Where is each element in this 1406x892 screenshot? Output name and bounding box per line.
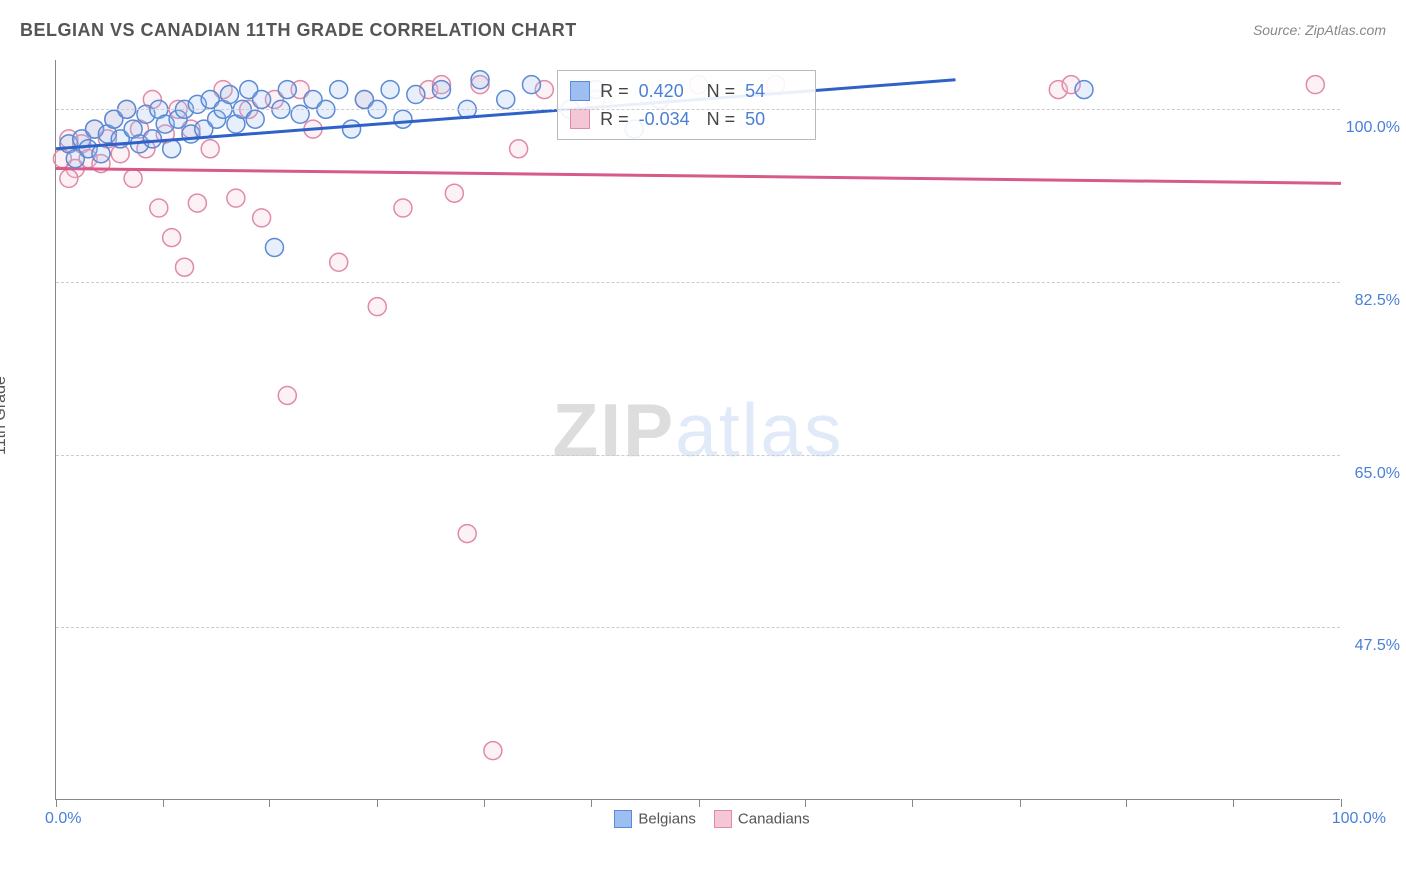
belgians-point	[330, 81, 348, 99]
canadians-point	[150, 199, 168, 217]
canadians-point	[188, 194, 206, 212]
canadians-point	[394, 199, 412, 217]
gridline	[56, 455, 1340, 456]
corr-legend-row-belgians: R = 0.420 N = 54	[570, 77, 803, 105]
x-tick	[591, 799, 592, 807]
belgians-point	[433, 81, 451, 99]
scatter-svg	[56, 60, 1340, 799]
canadians-point	[176, 258, 194, 276]
x-tick	[1233, 799, 1234, 807]
belgians-point	[407, 86, 425, 104]
canadians-point	[253, 209, 271, 227]
x-tick	[484, 799, 485, 807]
belgians-point	[291, 105, 309, 123]
x-tick	[1341, 799, 1342, 807]
correlation-legend: R =0.420N =54R =-0.034N =50	[557, 70, 816, 140]
canadians-legend-label: Canadians	[738, 811, 810, 828]
r-value: 0.420	[639, 77, 697, 105]
belgians-point	[1075, 81, 1093, 99]
plot-area: ZIPatlas R =0.420N =54R =-0.034N =50 47.…	[55, 60, 1340, 800]
chart-title: BELGIAN VS CANADIAN 11TH GRADE CORRELATI…	[20, 20, 577, 40]
belgians-point	[394, 110, 412, 128]
x-tick	[1126, 799, 1127, 807]
canadians-point	[445, 184, 463, 202]
belgians-swatch-icon	[570, 81, 590, 101]
bottom-legend: Belgians Canadians	[0, 810, 1406, 828]
belgians-point	[92, 145, 110, 163]
belgians-point	[163, 140, 181, 158]
canadians-point	[484, 742, 502, 760]
n-label: N =	[707, 77, 736, 105]
canadians-point	[368, 298, 386, 316]
belgians-point	[343, 120, 361, 138]
canadians-point	[278, 386, 296, 404]
belgians-point	[381, 81, 399, 99]
n-value: 54	[745, 77, 803, 105]
canadians-point	[201, 140, 219, 158]
belgians-point	[265, 238, 283, 256]
source-label: Source: ZipAtlas.com	[1253, 22, 1386, 38]
canadians-point	[163, 229, 181, 247]
belgians-point	[278, 81, 296, 99]
canadians-legend-swatch-icon	[714, 810, 732, 828]
belgians-point	[522, 76, 540, 94]
canadians-point	[227, 189, 245, 207]
belgians-point	[143, 130, 161, 148]
canadians-point	[458, 525, 476, 543]
y-axis-label: 11th Grade	[0, 376, 10, 455]
canadians-swatch-icon	[570, 109, 590, 129]
y-tick-label: 100.0%	[1346, 119, 1400, 137]
y-tick-label: 47.5%	[1355, 637, 1400, 655]
canadians-trendline	[56, 169, 1341, 184]
gridline	[56, 282, 1340, 283]
canadians-point	[1306, 76, 1324, 94]
y-tick-label: 65.0%	[1355, 465, 1400, 483]
x-tick	[805, 799, 806, 807]
x-tick	[163, 799, 164, 807]
x-tick	[269, 799, 270, 807]
canadians-point	[124, 169, 142, 187]
x-tick	[377, 799, 378, 807]
belgians-legend-label: Belgians	[638, 811, 696, 828]
belgians-point	[471, 71, 489, 89]
belgians-point	[246, 110, 264, 128]
y-tick-label: 82.5%	[1355, 292, 1400, 310]
x-tick	[699, 799, 700, 807]
belgians-point	[220, 86, 238, 104]
x-tick	[56, 799, 57, 807]
gridline	[56, 109, 1340, 110]
belgians-legend-swatch-icon	[614, 810, 632, 828]
belgians-point	[497, 90, 515, 108]
canadians-point	[330, 253, 348, 271]
gridline	[56, 627, 1340, 628]
canadians-point	[60, 169, 78, 187]
x-tick	[912, 799, 913, 807]
belgians-point	[253, 90, 271, 108]
canadians-point	[510, 140, 528, 158]
r-label: R =	[600, 77, 629, 105]
x-tick	[1020, 799, 1021, 807]
